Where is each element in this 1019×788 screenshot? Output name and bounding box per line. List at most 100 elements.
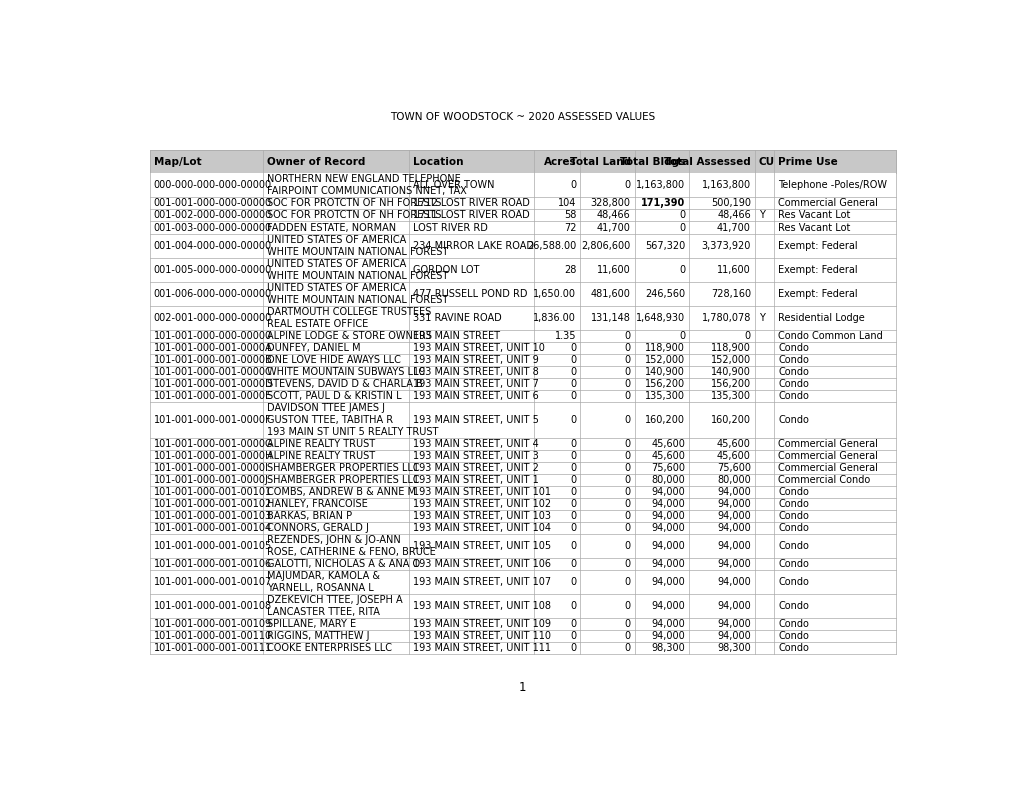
Bar — [150, 450, 895, 462]
Text: 26,588.00: 26,588.00 — [527, 240, 576, 251]
Text: 0: 0 — [624, 487, 630, 496]
Text: SCOTT, PAUL D & KRISTIN L: SCOTT, PAUL D & KRISTIN L — [267, 391, 401, 400]
Bar — [150, 402, 895, 438]
Text: Condo: Condo — [777, 523, 808, 533]
Text: 193 MAIN STREET, UNIT 9: 193 MAIN STREET, UNIT 9 — [412, 355, 538, 365]
Bar — [150, 329, 895, 342]
Text: 101-001-000-001-00105: 101-001-000-001-00105 — [154, 541, 272, 551]
Text: 58: 58 — [564, 210, 576, 221]
Text: 0: 0 — [624, 541, 630, 551]
Text: Condo: Condo — [777, 343, 808, 353]
Text: 728,160: 728,160 — [710, 288, 750, 299]
Text: 101-001-000-001-00111: 101-001-000-001-00111 — [154, 643, 271, 653]
Text: Total Assessed: Total Assessed — [663, 157, 750, 167]
Text: 193 MAIN STREET, UNIT 6: 193 MAIN STREET, UNIT 6 — [412, 391, 538, 400]
Text: 48,466: 48,466 — [716, 210, 750, 221]
Text: 41,700: 41,700 — [596, 222, 630, 232]
Text: 193 MAIN STREET, UNIT 2: 193 MAIN STREET, UNIT 2 — [412, 463, 538, 473]
Bar — [150, 570, 895, 594]
Bar — [150, 485, 895, 498]
Text: 0: 0 — [624, 451, 630, 461]
Bar — [150, 354, 895, 366]
Text: 160,200: 160,200 — [645, 414, 685, 425]
Text: 11,600: 11,600 — [596, 265, 630, 274]
Text: 75,600: 75,600 — [716, 463, 750, 473]
Text: WHITE MOUNTAIN SUBWAYS LLC: WHITE MOUNTAIN SUBWAYS LLC — [267, 366, 425, 377]
Text: Condo: Condo — [777, 355, 808, 365]
Text: 193 MAIN STREET, UNIT 101: 193 MAIN STREET, UNIT 101 — [412, 487, 550, 496]
Text: 94,000: 94,000 — [651, 511, 685, 521]
Text: 101-001-000-001-0000G: 101-001-000-001-0000G — [154, 439, 273, 448]
Text: 0: 0 — [624, 499, 630, 509]
Text: 94,000: 94,000 — [651, 631, 685, 641]
Text: 1.35: 1.35 — [554, 331, 576, 340]
Text: 193 MAIN STREET, UNIT 8: 193 MAIN STREET, UNIT 8 — [412, 366, 538, 377]
Text: 0: 0 — [624, 180, 630, 191]
Text: 140,900: 140,900 — [645, 366, 685, 377]
Text: 101-001-000-001-00106: 101-001-000-001-00106 — [154, 559, 271, 569]
Text: Location: Location — [412, 157, 463, 167]
Text: 0: 0 — [679, 210, 685, 221]
Text: Condo: Condo — [777, 559, 808, 569]
Text: Condo: Condo — [777, 366, 808, 377]
Text: Condo: Condo — [777, 379, 808, 388]
Text: 0: 0 — [679, 265, 685, 274]
Text: 193 MAIN STREET, UNIT 107: 193 MAIN STREET, UNIT 107 — [412, 577, 550, 587]
Text: 80,000: 80,000 — [716, 475, 750, 485]
Text: 94,000: 94,000 — [651, 523, 685, 533]
Text: 001-003-000-000-00000: 001-003-000-000-00000 — [154, 222, 271, 232]
Text: 001-005-000-000-00000: 001-005-000-000-00000 — [154, 265, 272, 274]
Text: Total Bldgs: Total Bldgs — [620, 157, 685, 167]
Text: 0: 0 — [570, 601, 576, 611]
Text: 0: 0 — [679, 222, 685, 232]
Text: 0: 0 — [624, 414, 630, 425]
Text: FAIRPOINT COMMUNICATIONS NNET, TAX: FAIRPOINT COMMUNICATIONS NNET, TAX — [267, 187, 467, 196]
Text: 101-001-000-001-0000F: 101-001-000-001-0000F — [154, 414, 271, 425]
Text: 80,000: 80,000 — [651, 475, 685, 485]
Text: 0: 0 — [570, 343, 576, 353]
Text: 94,000: 94,000 — [651, 499, 685, 509]
Text: COMBS, ANDREW B & ANNE M: COMBS, ANDREW B & ANNE M — [267, 487, 416, 496]
Text: GUSTON TTEE, TABITHA R: GUSTON TTEE, TABITHA R — [267, 414, 392, 425]
Text: 94,000: 94,000 — [716, 601, 750, 611]
Text: SOC FOR PROTCTN OF NH FORESTS: SOC FOR PROTCTN OF NH FORESTS — [267, 210, 441, 221]
Text: 0: 0 — [570, 366, 576, 377]
Text: 98,300: 98,300 — [651, 643, 685, 653]
Text: 0: 0 — [570, 643, 576, 653]
Text: 28: 28 — [564, 265, 576, 274]
Text: 000-000-000-000-00000: 000-000-000-000-00000 — [154, 180, 271, 191]
Text: Condo: Condo — [777, 643, 808, 653]
Text: Acres: Acres — [543, 157, 576, 167]
Text: UNITED STATES OF AMERICA: UNITED STATES OF AMERICA — [267, 258, 406, 269]
Text: 0: 0 — [624, 631, 630, 641]
Text: 3,373,920: 3,373,920 — [701, 240, 750, 251]
Text: ROSE, CATHERINE & FENO, BRUCE: ROSE, CATHERINE & FENO, BRUCE — [267, 547, 435, 557]
Text: 94,000: 94,000 — [716, 631, 750, 641]
Bar — [150, 151, 895, 173]
Bar — [150, 438, 895, 450]
Text: 002-001-000-000-00000: 002-001-000-000-00000 — [154, 313, 272, 322]
Text: 193 MAIN STREET, UNIT 4: 193 MAIN STREET, UNIT 4 — [412, 439, 538, 448]
Text: 0: 0 — [624, 463, 630, 473]
Text: COOKE ENTERPRISES LLC: COOKE ENTERPRISES LLC — [267, 643, 391, 653]
Text: Exempt: Federal: Exempt: Federal — [777, 265, 857, 274]
Text: 193 MAIN STREET, UNIT 109: 193 MAIN STREET, UNIT 109 — [412, 619, 550, 629]
Text: 94,000: 94,000 — [651, 619, 685, 629]
Text: 1,836.00: 1,836.00 — [533, 313, 576, 322]
Text: 0: 0 — [624, 366, 630, 377]
Text: 135,300: 135,300 — [710, 391, 750, 400]
Text: UNITED STATES OF AMERICA: UNITED STATES OF AMERICA — [267, 283, 406, 292]
Text: LANCASTER TTEE, RITA: LANCASTER TTEE, RITA — [267, 607, 379, 617]
Text: 193 MAIN STREET, UNIT 7: 193 MAIN STREET, UNIT 7 — [412, 379, 538, 388]
Bar — [150, 474, 895, 485]
Bar — [150, 233, 895, 258]
Text: 234 MIRROR LAKE ROAD: 234 MIRROR LAKE ROAD — [412, 240, 533, 251]
Text: 1711 LOST RIVER ROAD: 1711 LOST RIVER ROAD — [412, 210, 529, 221]
Text: 118,900: 118,900 — [710, 343, 750, 353]
Text: 94,000: 94,000 — [651, 601, 685, 611]
Bar — [150, 390, 895, 402]
Text: 94,000: 94,000 — [716, 487, 750, 496]
Text: 1712 LOST RIVER ROAD: 1712 LOST RIVER ROAD — [412, 199, 529, 209]
Text: 193 MAIN STREET: 193 MAIN STREET — [412, 331, 499, 340]
Text: 101-001-000-001-0000D: 101-001-000-001-0000D — [154, 379, 273, 388]
